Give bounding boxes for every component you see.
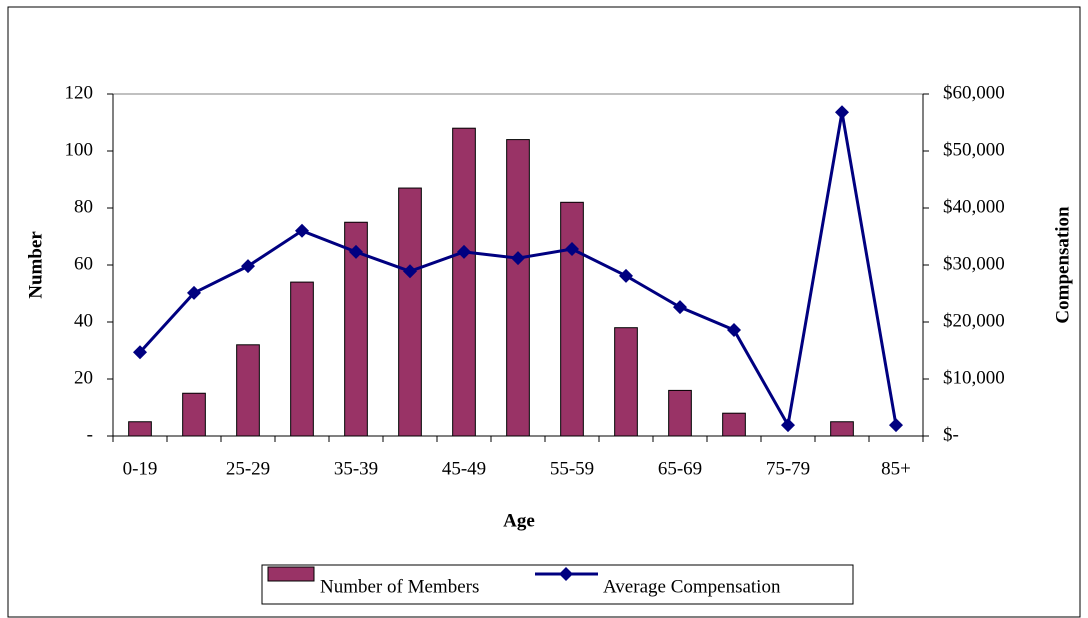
line-marker — [673, 300, 687, 315]
x-axis-title: Age — [503, 510, 535, 531]
bar — [668, 389, 692, 437]
y2-tick-label: $40,000 — [943, 196, 1005, 217]
line-marker — [187, 285, 201, 300]
line-marker — [619, 268, 633, 283]
y-axis-title: Number — [25, 231, 46, 299]
x-tick-label: 65-69 — [658, 458, 702, 479]
y2-tick-label: $10,000 — [943, 367, 1005, 388]
y-tick-label: 20 — [74, 367, 93, 388]
legend-label: Number of Members — [320, 576, 479, 597]
y2-tick-label: $50,000 — [943, 139, 1005, 160]
y-tick-label: 60 — [74, 253, 93, 274]
y-tick-label: 120 — [65, 82, 94, 103]
x-tick-label: 55-59 — [550, 458, 594, 479]
line-marker — [349, 244, 363, 259]
line-marker — [835, 105, 849, 120]
bar — [452, 127, 476, 437]
bar — [398, 187, 422, 437]
y-tick-label: 80 — [74, 196, 93, 217]
legend-swatch — [267, 566, 315, 582]
line-marker — [457, 244, 471, 259]
chart-border — [7, 6, 1081, 618]
bar — [128, 421, 152, 437]
x-tick-label: 75-79 — [766, 458, 810, 479]
line-marker — [133, 345, 147, 360]
y2-tick-label: $- — [943, 424, 959, 445]
x-tick-label: 85+ — [881, 458, 911, 479]
y2-tick-label: $20,000 — [943, 310, 1005, 331]
bar — [182, 392, 206, 437]
bar — [614, 327, 638, 437]
x-tick-label: 35-39 — [334, 458, 378, 479]
legend-label: Average Compensation — [603, 576, 781, 597]
legend-box — [261, 564, 854, 605]
bar — [830, 421, 854, 437]
y-tick-label: - — [87, 424, 93, 445]
line-marker — [403, 264, 417, 279]
x-tick-label: 25-29 — [226, 458, 270, 479]
line-marker — [565, 242, 579, 257]
line-marker — [889, 418, 903, 433]
line-marker — [511, 251, 525, 266]
y2-tick-label: $60,000 — [943, 82, 1005, 103]
line-marker — [295, 223, 309, 238]
bar — [290, 281, 314, 437]
line-marker — [781, 418, 795, 433]
x-tick-label: 45-49 — [442, 458, 486, 479]
y-tick-label: 100 — [65, 139, 94, 160]
legend-marker — [559, 567, 573, 581]
y-tick-label: 40 — [74, 310, 93, 331]
bar — [722, 412, 746, 437]
bar — [560, 201, 584, 437]
bar — [506, 139, 530, 437]
x-tick-label: 0-19 — [123, 458, 158, 479]
line-marker — [727, 322, 741, 337]
y2-axis-title: Compensation — [1052, 206, 1073, 324]
y2-tick-label: $30,000 — [943, 253, 1005, 274]
line-marker — [241, 259, 255, 274]
bar — [236, 344, 260, 437]
